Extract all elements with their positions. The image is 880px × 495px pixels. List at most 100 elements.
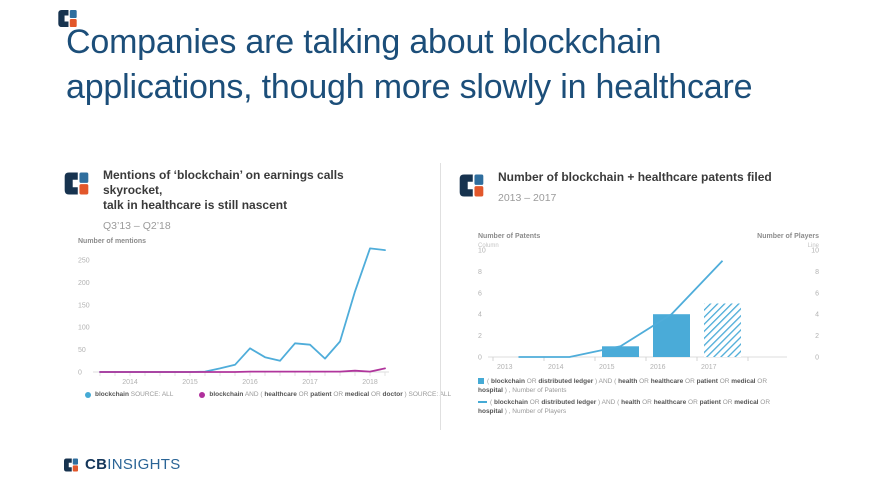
brand-regular: INSIGHTS (107, 456, 181, 473)
left-chart-subtitle: Q3’13 – Q2’18 (103, 220, 171, 232)
legend-swatch-dot-icon (85, 391, 91, 398)
legend-text-segment: ) , Number of Patents (502, 387, 567, 394)
legend-text-segment: OR (717, 378, 732, 385)
svg-text:Number of Patents: Number of Patents (478, 233, 540, 240)
legend-text-segment: OR (331, 391, 345, 398)
page-title-line1: Companies are talking about blockchain (66, 23, 662, 61)
left-chart-legend: blockchain SOURCE: ALL blockchain AND ( h… (85, 391, 451, 398)
legend-text-segment: ( (490, 399, 494, 406)
legend-text-segment: hospital (478, 387, 503, 394)
legend-text-segment: patient (310, 391, 332, 398)
legend-label: blockchain SOURCE: ALL (95, 391, 173, 398)
svg-text:2: 2 (478, 333, 482, 340)
svg-text:Line: Line (808, 243, 820, 249)
legend-text-segment: AND ( (243, 391, 265, 398)
left-chart-title: Mentions of ‘blockchain’ on earnings cal… (103, 168, 403, 213)
legend-item: ( blockchain OR distributed ledger ) AND… (478, 398, 778, 416)
legend-text-segment: patient (696, 378, 718, 385)
svg-text:200: 200 (78, 280, 90, 287)
svg-text:2014: 2014 (548, 364, 564, 371)
svg-text:2017: 2017 (701, 364, 717, 371)
svg-text:10: 10 (478, 248, 486, 255)
cbinsights-logo-icon (64, 458, 78, 471)
legend-text-segment: ) SOURCE: ALL (402, 391, 452, 398)
svg-text:6: 6 (478, 290, 482, 297)
legend-swatch-dot-icon (199, 391, 206, 398)
legend-text-segment: ) AND ( (593, 378, 619, 385)
legend-label: blockchain AND ( healthcare OR patient O… (209, 391, 451, 398)
svg-text:0: 0 (478, 355, 482, 362)
legend-text-segment: blockchain (209, 391, 244, 398)
svg-text:2015: 2015 (182, 379, 198, 386)
legend-text-segment: OR (755, 378, 768, 385)
legend-text-segment: OR (683, 378, 697, 385)
legend-swatch-line-icon (478, 400, 487, 403)
svg-text:0: 0 (78, 370, 82, 377)
legend-text-segment: OR (640, 399, 654, 406)
legend-text-segment: OR (637, 378, 651, 385)
svg-text:6: 6 (815, 290, 819, 297)
legend-text-segment: healthcare (650, 378, 684, 385)
right-chart-subtitle: 2013 – 2017 (498, 192, 557, 204)
legend-text-segment: ) AND ( (596, 399, 622, 406)
svg-text:2018: 2018 (362, 379, 378, 386)
svg-text:2016: 2016 (650, 364, 666, 371)
svg-text:250: 250 (78, 258, 90, 265)
legend-text-segment: health (618, 378, 638, 385)
legend-swatch-square-icon (478, 377, 484, 384)
svg-text:8: 8 (815, 269, 819, 276)
page-title: Companies are talking about blockchain a… (66, 20, 836, 110)
legend-text-segment: OR (758, 399, 771, 406)
svg-text:50: 50 (78, 347, 86, 354)
footer-brand-text: CBINSIGHTS (85, 456, 181, 473)
right-chart-header: Number of blockchain + healthcare patent… (458, 170, 818, 204)
left-chart-title-line1: Mentions of ‘blockchain’ on earnings cal… (103, 168, 344, 197)
cbinsights-logo-icon (459, 174, 484, 197)
svg-text:Number of Players: Number of Players (757, 233, 819, 240)
footer-brand: CBINSIGHTS (63, 456, 181, 473)
legend-text-segment: blockchain (95, 391, 129, 398)
legend-text-segment: medical (734, 399, 759, 406)
legend-text-segment: SOURCE: ALL (128, 391, 174, 398)
legend-text-segment: blockchain (490, 378, 525, 385)
cbinsights-logo-icon (58, 9, 77, 28)
legend-text-segment: patient (699, 399, 721, 406)
legend-text-segment: medical (731, 378, 756, 385)
legend-text-segment: doctor (382, 391, 403, 398)
svg-text:2017: 2017 (302, 379, 318, 386)
cbinsights-logo-icon (64, 172, 89, 195)
legend-text-segment: ( (487, 378, 491, 385)
svg-text:8: 8 (478, 269, 482, 276)
left-chart-title-line2: talk in healthcare is still nascent (103, 198, 288, 212)
legend-text-segment: blockchain (493, 399, 528, 406)
svg-text:4: 4 (815, 312, 819, 319)
svg-text:2015: 2015 (599, 364, 615, 371)
svg-text:10: 10 (811, 248, 819, 255)
legend-text-segment: hospital (478, 408, 503, 415)
svg-text:Column: Column (478, 243, 499, 249)
legend-item: blockchain SOURCE: ALL (85, 391, 173, 398)
legend-item: blockchain AND ( healthcare OR patient O… (199, 391, 451, 398)
legend-text-segment: health (621, 399, 641, 406)
right-chart-title: Number of blockchain + healthcare patent… (498, 170, 772, 184)
legend-text-segment: OR (524, 378, 539, 385)
brand-bold: CB (85, 456, 108, 473)
page-title-line2: applications, though more slowly in heal… (66, 68, 753, 106)
svg-text:Number of mentions: Number of mentions (78, 238, 146, 245)
svg-text:2: 2 (815, 333, 819, 340)
patents-bar-line-chart: Number of Patents Column Number of Players… (478, 233, 820, 371)
svg-text:150: 150 (78, 302, 90, 309)
legend-text-segment: medical (344, 391, 370, 398)
left-chart-header: Mentions of ‘blockchain’ on earnings cal… (63, 168, 403, 232)
svg-text:100: 100 (78, 325, 90, 332)
legend-text-segment: healthcare (653, 399, 687, 406)
legend-text-segment: distributed ledger (538, 378, 594, 385)
legend-text-segment: OR (369, 391, 383, 398)
legend-text-segment: OR (686, 399, 700, 406)
legend-text-segment: distributed ledger (541, 399, 597, 406)
legend-text-segment: ) , Number of Players (502, 408, 567, 415)
right-chart-legend: ( blockchain OR distributed ledger ) AND… (478, 377, 778, 419)
legend-item: ( blockchain OR distributed ledger ) AND… (478, 377, 778, 395)
svg-text:2013: 2013 (497, 364, 513, 371)
